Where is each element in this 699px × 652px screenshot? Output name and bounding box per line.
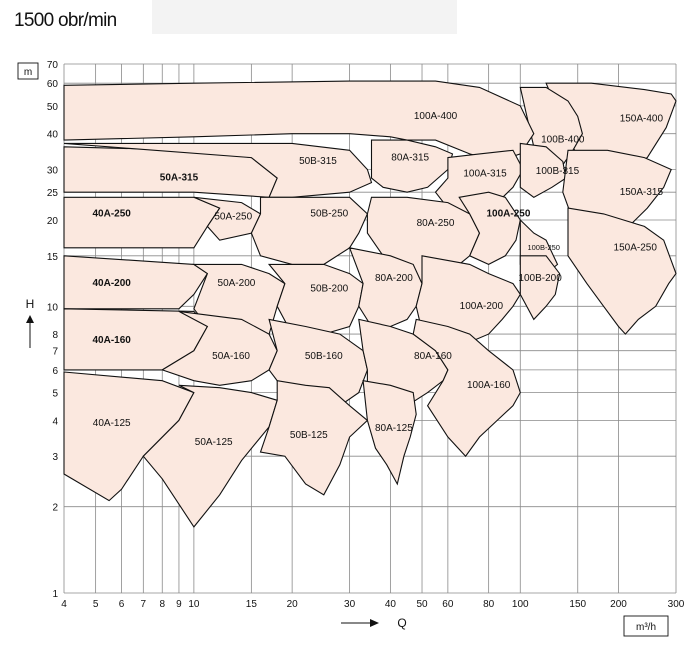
y-axis-arrowhead xyxy=(26,315,34,323)
y-tick-label: 60 xyxy=(47,79,59,90)
y-tick-label: 15 xyxy=(47,252,59,263)
pump-zone-label: 100A-400 xyxy=(414,111,458,122)
pump-zone-label: 100A-160 xyxy=(467,380,511,391)
pump-zone-label: 50A-315 xyxy=(160,173,199,184)
y-tick-label: 30 xyxy=(47,166,59,177)
x-tick-label: 300 xyxy=(668,599,685,610)
pump-zone-label: 100A-250 xyxy=(486,209,530,220)
pump-zone-40A-200 xyxy=(63,255,209,310)
pump-zone-label: 80A-125 xyxy=(375,423,413,434)
y-tick-label: 3 xyxy=(52,452,58,463)
pump-zone-50A-125 xyxy=(142,384,278,528)
pump-zone-50A-250 xyxy=(193,196,262,241)
pump-zone-label: 100B-400 xyxy=(541,135,585,146)
x-unit-label: m³/h xyxy=(636,622,656,633)
pump-zone-80A-200 xyxy=(348,247,423,328)
y-tick-label: 4 xyxy=(52,416,58,427)
pump-zone-80A-125 xyxy=(362,380,417,486)
x-axis-label: Q xyxy=(397,616,406,630)
pump-zone-50B-315 xyxy=(63,142,373,198)
pump-zone-label: 40A-160 xyxy=(93,335,132,346)
x-unit-box xyxy=(623,615,669,637)
pump-zone-label: 80A-160 xyxy=(414,351,452,362)
pump-zone-label: 100A-200 xyxy=(460,301,504,312)
pump-zone-50A-160 xyxy=(161,310,278,386)
x-tick-label: 80 xyxy=(483,599,495,610)
pump-zone-label: 100B-315 xyxy=(536,166,580,177)
pump-zone-label: 80A-250 xyxy=(417,218,455,229)
pump-zone-150A-250 xyxy=(567,207,677,335)
pump-zone-label: 40A-125 xyxy=(93,418,131,429)
pump-zone-label: 80A-200 xyxy=(375,273,413,284)
pump-zone-label: 50A-160 xyxy=(212,351,250,362)
y-tick-label: 20 xyxy=(47,216,59,227)
x-tick-label: 8 xyxy=(159,599,165,610)
pump-zone-label: 50B-250 xyxy=(310,209,348,220)
x-tick-label: 60 xyxy=(442,599,454,610)
x-tick-label: 5 xyxy=(93,599,99,610)
y-tick-label: 70 xyxy=(47,60,59,71)
tick-labels: 4 5 6 7 8 9 10 15 20 30 40 50 60 80 100 150 200 300123456… xyxy=(47,60,685,610)
x-tick-label: 6 xyxy=(119,599,125,610)
pump-zone-label: 40A-200 xyxy=(93,278,132,289)
x-axis-arrowhead xyxy=(370,619,379,627)
y-tick-label: 40 xyxy=(47,130,59,141)
pump-zone-50B-200 xyxy=(267,263,364,335)
x-tick-label: 100 xyxy=(512,599,529,610)
pump-zone-100B-315 xyxy=(519,142,567,198)
x-tick-label: 10 xyxy=(188,599,200,610)
pump-zone-label: 50A-250 xyxy=(214,212,252,223)
y-unit-box xyxy=(17,62,39,80)
x-tick-label: 200 xyxy=(610,599,627,610)
x-tick-label: 20 xyxy=(287,599,299,610)
pump-zone-label: 50B-125 xyxy=(290,430,328,441)
pump-zone-label: 100B-200 xyxy=(518,273,562,284)
pump-zone-labels: 150A-400 100B-400 100A-400 80A-315 50A-315 50… xyxy=(93,111,664,448)
pump-zone-label: 50B-315 xyxy=(299,156,337,167)
page-title: 1500 obr/min xyxy=(14,10,117,31)
pump-zone-50B-125 xyxy=(259,380,369,496)
y-tick-label: 8 xyxy=(52,330,58,341)
pump-zone-label: 50B-200 xyxy=(310,284,348,295)
pump-zone-label: 150A-400 xyxy=(620,114,664,125)
y-tick-label: 50 xyxy=(47,102,59,113)
x-tick-label: 50 xyxy=(416,599,428,610)
pump-zone-100B-200 xyxy=(519,255,561,321)
y-tick-label: 1 xyxy=(52,589,58,600)
pump-zone-label: 100A-315 xyxy=(463,168,507,179)
y-tick-label: 25 xyxy=(47,188,59,199)
x-tick-label: 7 xyxy=(141,599,147,610)
pump-zone-100A-200 xyxy=(415,255,521,343)
x-tick-label: 150 xyxy=(569,599,586,610)
pump-zone-label: 50B-160 xyxy=(305,351,343,362)
pump-zone-100A-250 xyxy=(458,191,521,266)
pump-zone-50B-250 xyxy=(250,196,369,265)
axes: Hm Q m³/h xyxy=(17,62,669,637)
pump-zones xyxy=(63,80,677,528)
x-tick-label: 40 xyxy=(385,599,397,610)
y-tick-label: 2 xyxy=(52,503,58,514)
y-tick-label: 7 xyxy=(52,347,58,358)
pump-zone-label: 50A-200 xyxy=(218,278,256,289)
y-tick-label: 6 xyxy=(52,366,58,377)
pump-zone-label: 150A-250 xyxy=(614,242,658,253)
y-tick-label: 5 xyxy=(52,389,58,400)
pump-zone-label: 100B-250 xyxy=(527,243,560,252)
pump-zone-label: 40A-250 xyxy=(93,209,132,220)
pump-zone-label: 150A-315 xyxy=(620,187,664,198)
pump-zone-80A-315 xyxy=(370,139,454,193)
y-tick-label: 10 xyxy=(47,302,59,313)
x-tick-label: 4 xyxy=(61,599,67,610)
pump-zone-40A-250 xyxy=(63,196,221,249)
pump-zone-label: 50A-125 xyxy=(195,437,233,448)
title-placeholder-box xyxy=(152,0,457,34)
y-unit-label: m xyxy=(24,67,32,78)
x-tick-label: 9 xyxy=(176,599,182,610)
pump-zone-100A-160 xyxy=(412,318,521,458)
pump-zone-label: 80A-315 xyxy=(391,152,429,163)
y-axis-label: H xyxy=(26,297,35,311)
x-tick-label: 30 xyxy=(344,599,356,610)
x-tick-label: 15 xyxy=(246,599,258,610)
